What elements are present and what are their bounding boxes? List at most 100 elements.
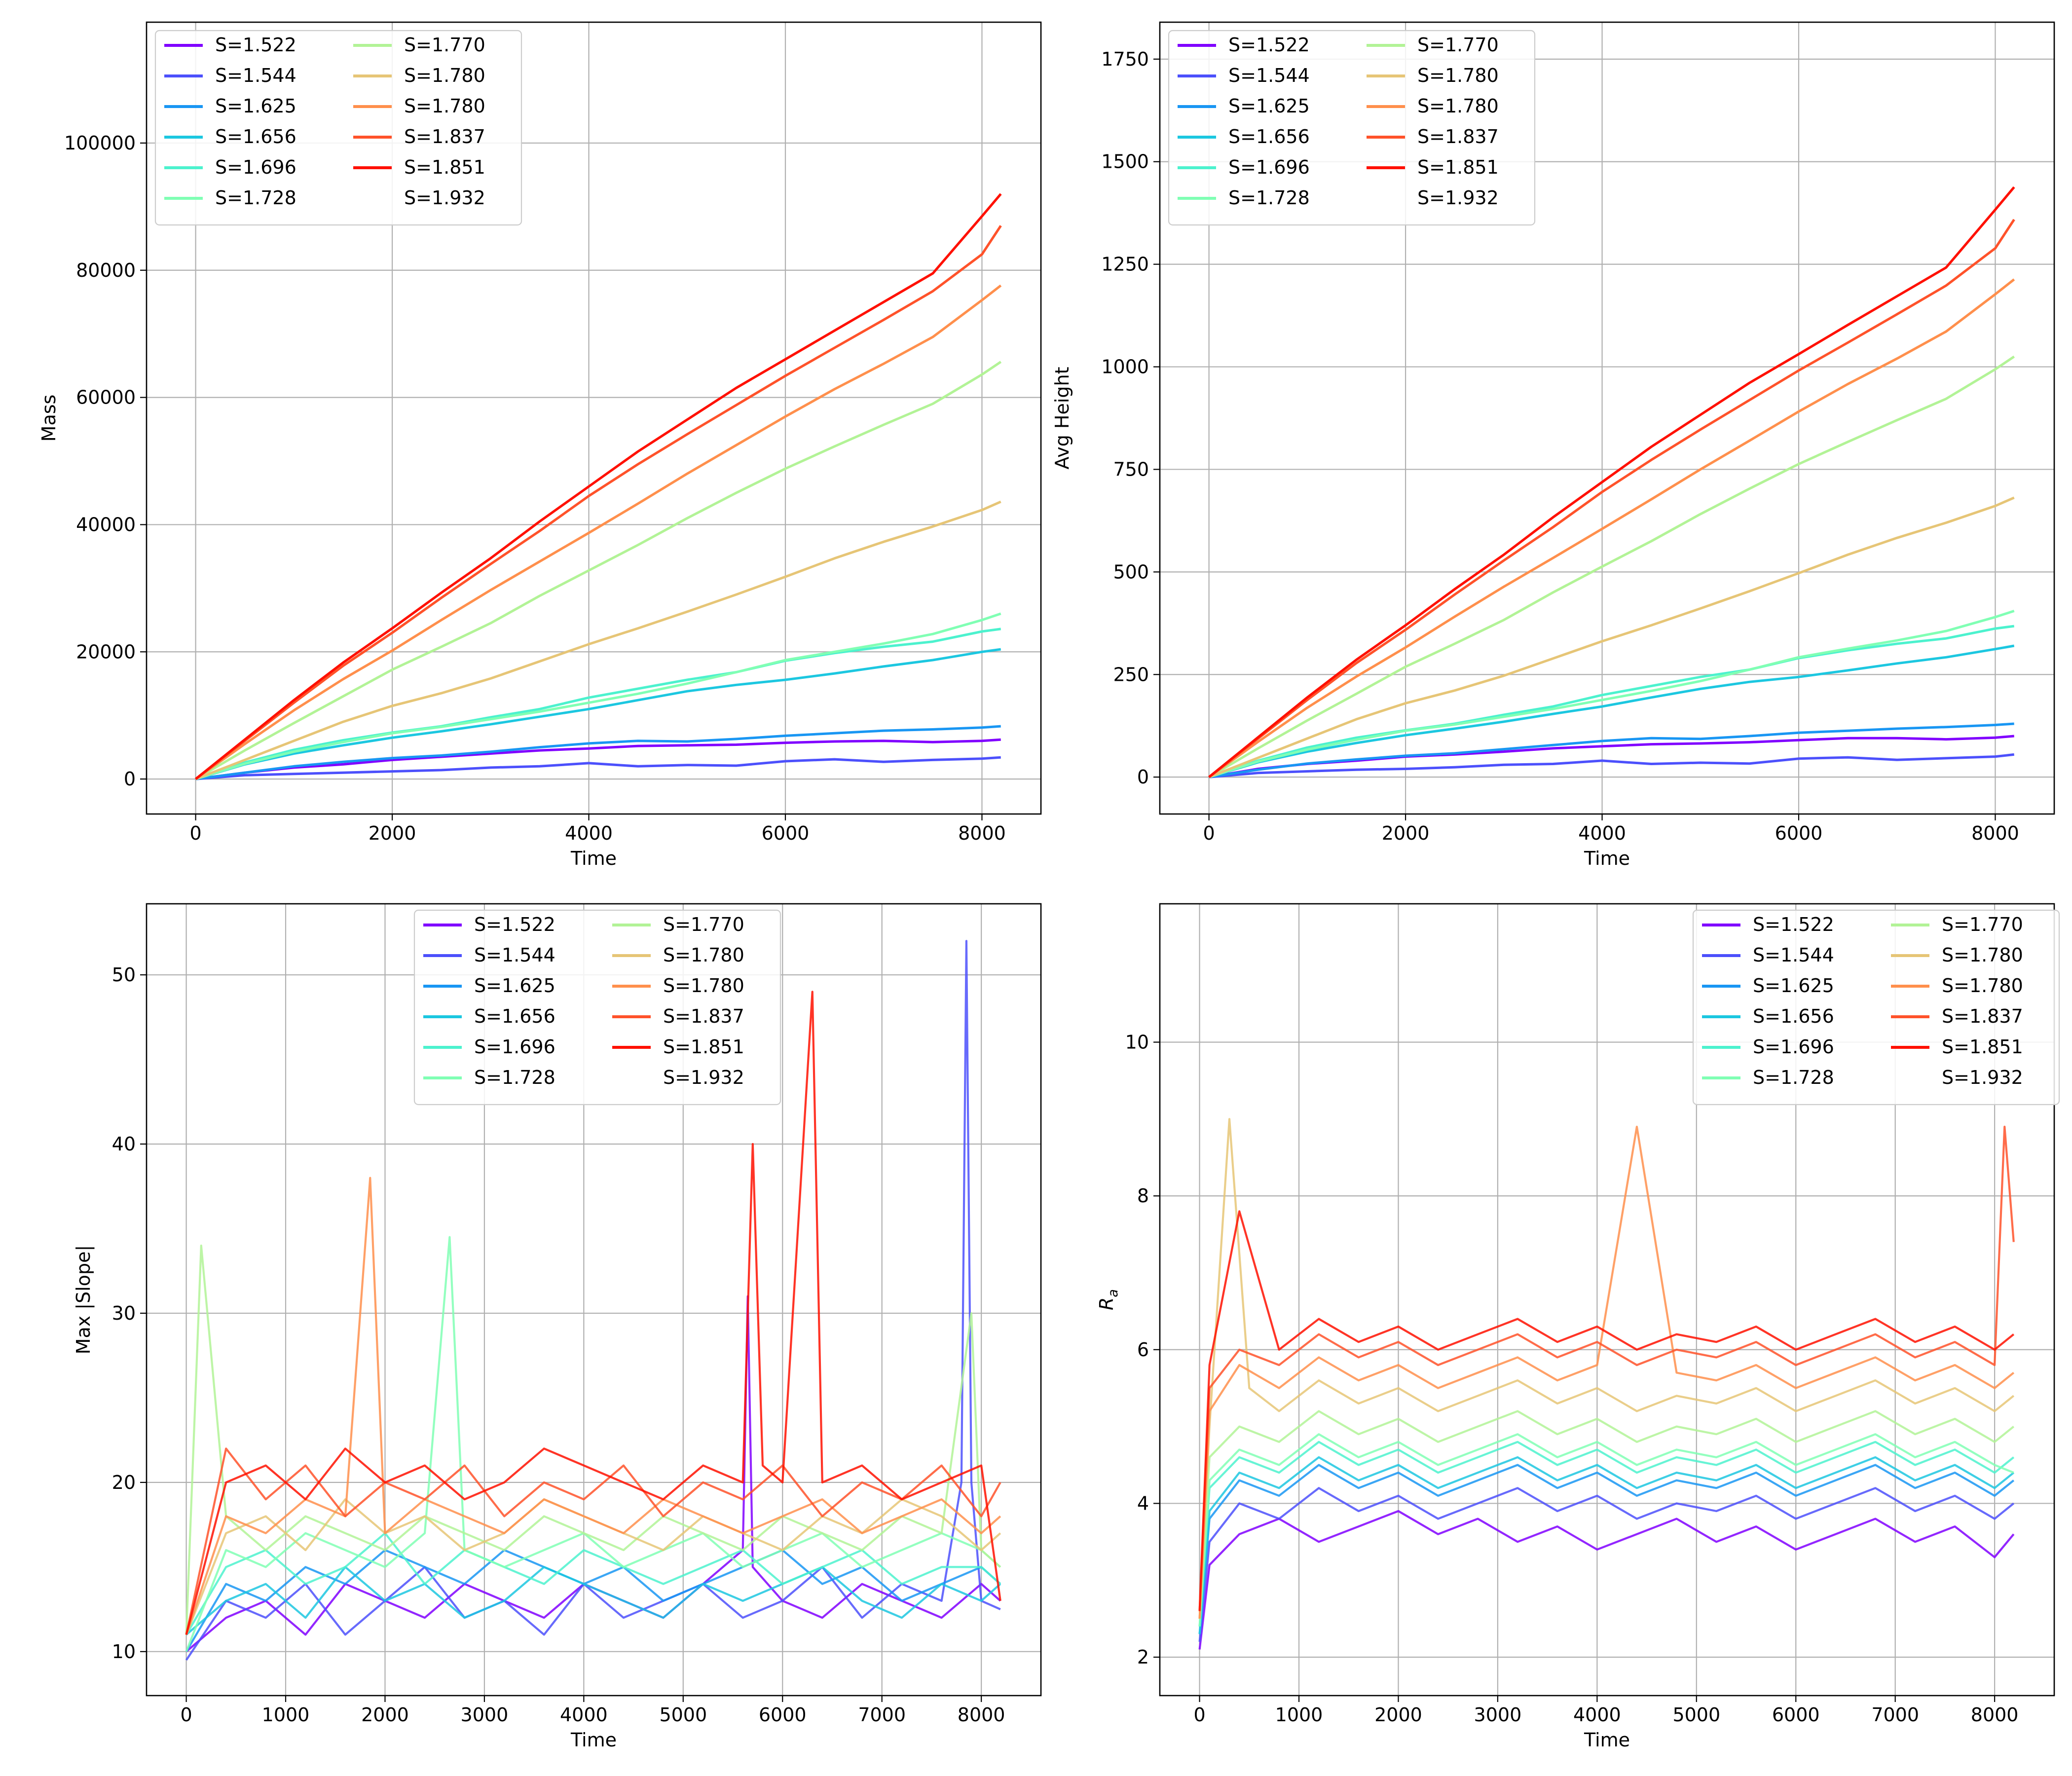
legend: S=1.522 S=1.544 S=1.625 S=1.656 S=1.696 S=1.7… (154, 30, 522, 226)
series-line (1198, 1456, 2015, 1634)
y-tick-label: 6 (1137, 1339, 1149, 1361)
x-tick-label: 1000 (1275, 1704, 1323, 1726)
legend-box (1168, 30, 1536, 226)
legend-label: S=1.625 (474, 975, 555, 997)
legend-label: S=1.770 (663, 914, 744, 935)
y-axis-label: Max |Slope| (73, 1245, 95, 1355)
legend-label: S=1.837 (663, 1005, 744, 1027)
y-tick-label: 1250 (1101, 254, 1149, 275)
legend-label: S=1.932 (663, 1067, 744, 1088)
legend-label: S=1.851 (404, 156, 485, 178)
series-line (1209, 722, 2014, 778)
legend-label: S=1.728 (215, 187, 296, 209)
legend-label: S=1.522 (1228, 34, 1310, 56)
series-line (195, 284, 1002, 780)
legend: S=1.522 S=1.544 S=1.625 S=1.656 S=1.696 S=1.7… (1692, 909, 2060, 1106)
legend-label: S=1.728 (1228, 187, 1310, 209)
legend-label: S=1.696 (215, 156, 296, 178)
y-tick-label: 8 (1137, 1185, 1149, 1207)
legend-box (413, 909, 781, 1106)
y-tick-label: 1000 (1101, 356, 1149, 378)
series-line (185, 1447, 1001, 1635)
legend-label: S=1.696 (1753, 1036, 1834, 1058)
x-tick-label: 5000 (1672, 1704, 1720, 1726)
legend-label: S=1.522 (474, 914, 555, 935)
chart-panel-1: 0 2000 4000 6000 800002000040000600008000010… (38, 21, 1042, 869)
x-tick-label: 0 (1193, 1704, 1205, 1726)
y-tick-label: 60000 (76, 387, 136, 408)
y-tick-label: 100000 (64, 132, 136, 154)
legend-label: S=1.780 (1417, 65, 1499, 86)
series-lines (1208, 186, 2015, 778)
x-tick-label: 0 (1203, 822, 1215, 844)
x-tick-label: 2000 (369, 822, 416, 844)
series-line (195, 500, 1001, 780)
legend-label: S=1.780 (404, 95, 485, 117)
series-line (1209, 753, 2014, 778)
x-tick-label: 7000 (1871, 1704, 1919, 1726)
x-tick-label: 4000 (1573, 1704, 1621, 1726)
legend-label: S=1.522 (1753, 914, 1834, 935)
y-tick-label: 50 (112, 964, 136, 986)
y-tick-label: 10 (1125, 1031, 1149, 1053)
x-tick-label: 8000 (958, 822, 1006, 844)
series-line (1198, 1510, 2015, 1650)
x-tick-label: 6000 (762, 822, 810, 844)
legend-label: S=1.696 (1228, 156, 1310, 178)
legend-label: S=1.851 (1942, 1036, 2023, 1058)
y-tick-label: 4 (1137, 1492, 1149, 1514)
x-tick-label: 5000 (659, 1704, 707, 1726)
series-line (1198, 1487, 2015, 1642)
series-lines (185, 940, 1001, 1661)
x-tick-label: 4000 (1578, 822, 1626, 844)
legend-label: S=1.780 (1417, 95, 1499, 117)
legend-label: S=1.932 (1942, 1067, 2023, 1088)
legend-label: S=1.780 (1942, 944, 2023, 966)
x-tick-label: 1000 (262, 1704, 310, 1726)
y-axis-label: Ra (1096, 1289, 1121, 1310)
y-axis-label: Avg Height (1051, 367, 1073, 469)
series-line (185, 1244, 1001, 1635)
series-line (185, 1177, 1001, 1635)
y-tick-label: 1750 (1101, 48, 1149, 70)
chart-panel-4: 0 1000 2000 3000 4000 5000 6000 7000 8000 2 4 6 8 10 T… (1096, 903, 2060, 1751)
legend-label: S=1.544 (1228, 65, 1310, 86)
series-line (1198, 1118, 2015, 1619)
x-axis-label: Time (1584, 848, 1630, 869)
legend-label: S=1.656 (474, 1005, 555, 1027)
y-tick-label: 80000 (76, 259, 136, 281)
x-tick-label: 4000 (560, 1704, 608, 1726)
y-axis-label: Mass (38, 395, 60, 442)
legend-label: S=1.770 (404, 34, 485, 56)
legend-label: S=1.770 (1942, 914, 2023, 935)
series-line (1208, 278, 2015, 778)
chart-panel-3: 0 1000 2000 3000 4000 5000 6000 7000 8000 10 20 30 4… (73, 903, 1042, 1751)
legend-label: S=1.544 (1753, 944, 1834, 966)
series-line (1198, 1125, 2015, 1611)
legend-label: S=1.544 (474, 944, 555, 966)
y-tick-label: 250 (1113, 664, 1149, 685)
x-tick-label: 2000 (361, 1704, 409, 1726)
legend-label: S=1.696 (474, 1036, 555, 1058)
chart-panel-2: 0 2000 4000 6000 8000 0 250 500 750 1000 1250 1500 1… (1051, 21, 2055, 869)
x-tick-label: 6000 (759, 1704, 807, 1726)
series-line (195, 756, 1001, 780)
series-line (195, 628, 1001, 780)
legend-label: S=1.625 (1753, 975, 1834, 997)
series-line (1208, 355, 2015, 778)
legend-label: S=1.656 (1753, 1005, 1834, 1027)
series-line (1208, 625, 2015, 778)
x-tick-label: 8000 (1971, 822, 2019, 844)
series-line (195, 738, 1001, 780)
y-tick-label: 0 (124, 768, 136, 790)
legend-label: S=1.544 (215, 65, 296, 86)
y-tick-label: 40 (112, 1133, 136, 1155)
axes-frame (146, 21, 1042, 815)
series-line (185, 1566, 1001, 1636)
legend-box (154, 30, 522, 226)
legend-label: S=1.932 (1417, 187, 1499, 209)
y-axis-label-main: R (1096, 1297, 1117, 1310)
y-tick-label: 20 (112, 1472, 136, 1493)
x-tick-label: 8000 (958, 1704, 1005, 1726)
